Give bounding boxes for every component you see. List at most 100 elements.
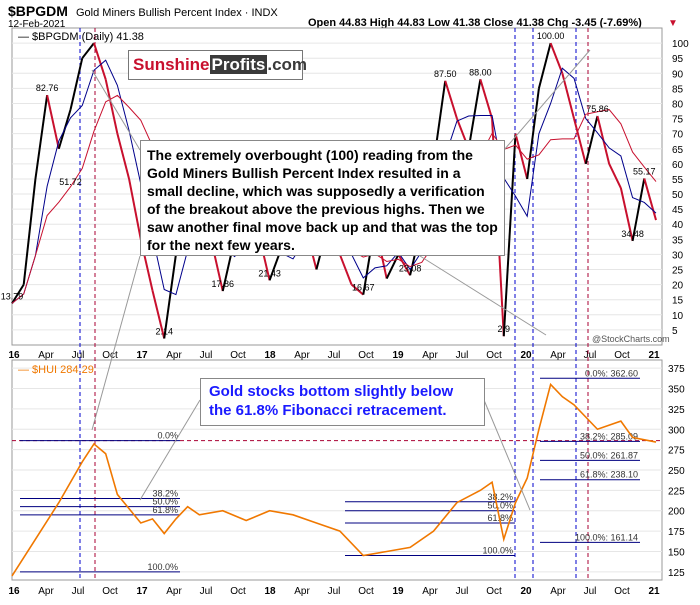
fib-level-label: 100.0%: 161.14: [575, 532, 638, 542]
bottom-x-tick-label: Oct: [486, 586, 502, 597]
bpgdm-value-label: 100.00: [537, 31, 565, 41]
logo-part1: Sunshine: [133, 55, 210, 74]
bottom-x-tick-label: Apr: [550, 586, 566, 597]
bottom-x-tick-label: Jul: [456, 586, 469, 597]
top-y-tick-label: 25: [672, 266, 684, 277]
bottom-x-tick-label: Oct: [358, 586, 374, 597]
logo-part2: Profits: [210, 55, 268, 74]
top-x-tick-label: 18: [264, 350, 276, 361]
bottom-x-tick-label: Jul: [200, 586, 213, 597]
bpgdm-value-label: 51.72: [59, 177, 82, 187]
bottom-x-tick-label: Apr: [38, 586, 54, 597]
bpgdm-segment: [117, 134, 129, 179]
top-x-tick-label: 16: [8, 350, 20, 361]
top-x-tick-label: Jul: [328, 350, 341, 361]
fib-level-label: 0.0%: 362.60: [585, 368, 638, 378]
bottom-x-tick-label: Jul: [328, 586, 341, 597]
fib-level-label: 61.8%: 238.10: [580, 470, 638, 480]
bottom-x-tick-label: 16: [8, 586, 20, 597]
top-x-tick-label: 21: [648, 350, 660, 361]
top-x-tick-label: 20: [520, 350, 532, 361]
bpgdm-value-label: 34.48: [621, 229, 644, 239]
top-x-tick-label: Apr: [294, 350, 310, 361]
bottom-x-tick-label: Apr: [166, 586, 182, 597]
bpgdm-value-label: 88.00: [469, 67, 492, 77]
bpgdm-value-label: 23.08: [399, 263, 422, 273]
top-x-tick-label: Jul: [456, 350, 469, 361]
top-y-tick-label: 55: [672, 175, 684, 186]
annotation-overbought: The extremely overbought (100) reading f…: [140, 140, 505, 256]
logo-part3: .com: [267, 55, 307, 74]
bottom-x-tick-label: Oct: [230, 586, 246, 597]
bpgdm-value-label: 2.9: [498, 324, 511, 334]
bpgdm-segment: [24, 179, 36, 285]
bottom-x-tick-label: 18: [264, 586, 276, 597]
bpgdm-value-label: 2.14: [155, 327, 173, 337]
bpgdm-segment: [644, 178, 656, 220]
top-y-tick-label: 75: [672, 115, 684, 126]
bottom-y-tick-label: 125: [668, 568, 685, 579]
top-y-tick-label: 40: [672, 220, 684, 231]
fib-level-label: 61.8%: [152, 505, 178, 515]
top-x-tick-label: Apr: [38, 350, 54, 361]
bpgdm-segment: [82, 43, 94, 58]
bottom-x-tick-label: 20: [520, 586, 532, 597]
top-x-tick-label: Apr: [422, 350, 438, 361]
top-x-tick-label: Oct: [230, 350, 246, 361]
fib-level-label: 50.0%: 261.87: [580, 450, 638, 460]
bottom-y-tick-label: 350: [668, 385, 685, 396]
bpgdm-segment: [387, 254, 399, 278]
top-y-tick-label: 15: [672, 296, 684, 307]
bottom-x-tick-label: Apr: [294, 586, 310, 597]
bpgdm-value-label: 75.86: [586, 104, 609, 114]
fib-level-label: 0.0%: [157, 431, 178, 441]
bpgdm-segment: [106, 79, 118, 133]
bottom-y-tick-label: 175: [668, 527, 685, 538]
top-x-tick-label: Apr: [550, 350, 566, 361]
bottom-x-tick-label: Jul: [72, 586, 85, 597]
top-x-tick-label: Apr: [166, 350, 182, 361]
fib-level-label: 100.0%: [147, 562, 178, 572]
fib-level-label: 50.0%: [487, 501, 513, 511]
bpgdm-segment: [539, 43, 551, 88]
top-x-tick-label: Oct: [614, 350, 630, 361]
copyright-label: @StockCharts.com: [592, 334, 670, 344]
top-y-tick-label: 30: [672, 250, 684, 261]
top-y-tick-label: 20: [672, 281, 684, 292]
bottom-x-tick-label: 17: [136, 586, 148, 597]
top-x-tick-label: 17: [136, 350, 148, 361]
top-x-tick-label: Jul: [72, 350, 85, 361]
callout-pointer: [420, 256, 546, 335]
annotation-gold-stocks: Gold stocks bottom slightly below the 61…: [200, 378, 485, 426]
bottom-y-tick-label: 275: [668, 446, 685, 457]
top-y-tick-label: 45: [672, 205, 684, 216]
bpgdm-segment: [586, 116, 598, 164]
bpgdm-segment: [480, 79, 492, 118]
bottom-y-tick-label: 225: [668, 486, 685, 497]
bottom-x-tick-label: Oct: [614, 586, 630, 597]
bottom-y-tick-label: 250: [668, 466, 685, 477]
annotation-gold-stocks-text: Gold stocks bottom slightly below the 61…: [209, 383, 453, 419]
top-x-tick-label: Oct: [486, 350, 502, 361]
header-name: Gold Miners Bullish Percent Index · INDX: [76, 7, 278, 19]
bottom-x-tick-label: 21: [648, 586, 660, 597]
bpgdm-value-label: 87.50: [434, 69, 457, 79]
bottom-y-tick-label: 300: [668, 425, 685, 436]
bottom-y-tick-label: 375: [668, 364, 685, 375]
bpgdm-value-label: 17.86: [211, 279, 234, 289]
bottom-x-tick-label: 19: [392, 586, 404, 597]
top-x-tick-label: Jul: [584, 350, 597, 361]
top-y-tick-label: 70: [672, 130, 684, 141]
top-y-tick-label: 35: [672, 235, 684, 246]
bottom-x-tick-label: Jul: [584, 586, 597, 597]
bottom-y-tick-label: 150: [668, 547, 685, 558]
bpgdm-value-label: 21.43: [258, 268, 281, 278]
top-x-tick-label: 19: [392, 350, 404, 361]
top-y-tick-label: 90: [672, 69, 684, 80]
bpgdm-segment: [445, 81, 457, 119]
top-x-tick-label: Oct: [102, 350, 118, 361]
top-y-tick-label: 5: [672, 326, 678, 337]
